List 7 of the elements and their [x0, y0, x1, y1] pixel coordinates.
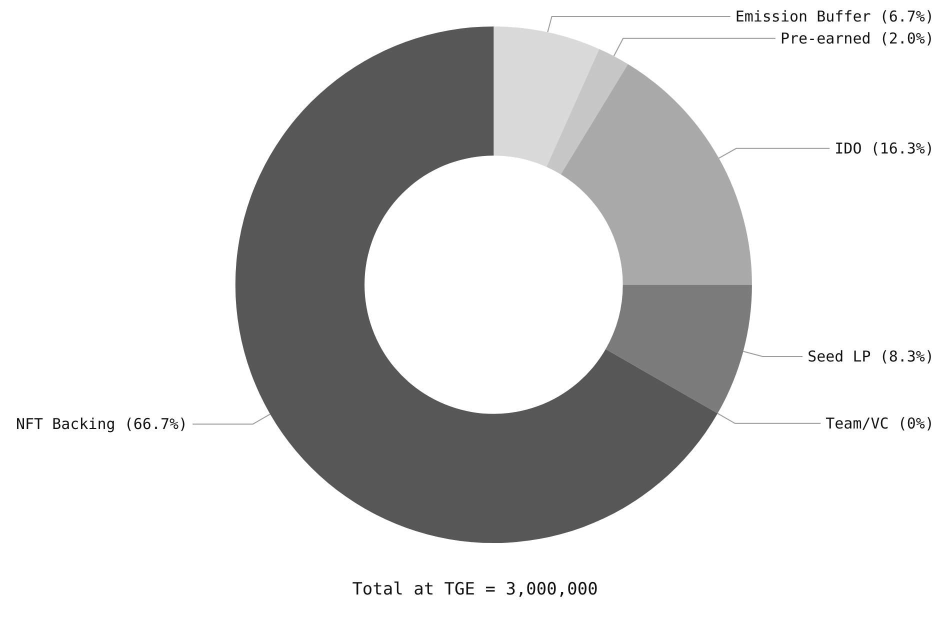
slice-label: IDO (16.3%)	[834, 139, 934, 158]
text: Total at TGE = 3,000,000	[352, 580, 598, 600]
category-label: Team/VC (0%)	[826, 414, 934, 432]
slice-label: Emission Buffer (6.7%)	[735, 8, 934, 26]
slice-label: NFT Backing (66.7%)	[16, 415, 188, 434]
slice-label: Seed LP (8.3%)	[808, 348, 934, 366]
slice-label: Pre-earned (2.0%)	[780, 29, 934, 48]
